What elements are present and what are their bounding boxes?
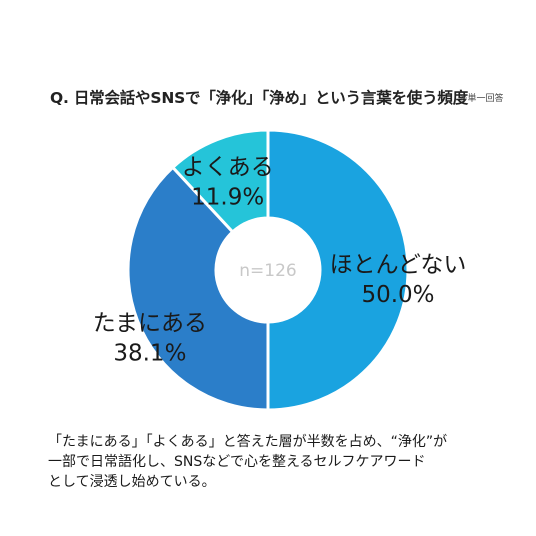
summary-caption: 「たまにある」「よくある」と答えた層が半数を占め、“浄化”が 一部で日常語化し、…: [48, 432, 508, 492]
caption-line: 「たまにある」「よくある」と答えた層が半数を占め、“浄化”が: [48, 434, 448, 450]
slice-2: [170, 128, 270, 234]
slice-0: [266, 128, 410, 412]
slice-value-1: 38.1%: [113, 341, 186, 367]
caption-line: として浸透し始めている。: [48, 474, 216, 490]
donut-slices: [126, 128, 410, 412]
answer-type-note: ※単一回答: [460, 94, 504, 104]
slice-value-2: 11.9%: [191, 185, 264, 211]
sample-size-label: n=126: [239, 261, 296, 281]
slice-label-1: たまにある: [93, 311, 207, 337]
slice-label-2: よくある: [182, 155, 274, 181]
slice-label-0: ほとんどない: [330, 252, 467, 278]
caption-line: 一部で日常語化し、SNSなどで心を整えるセルフケアワード: [48, 454, 426, 470]
chart-title: Q. 日常会話やSNSで「浄化」「浄め」という言葉を使う頻度: [50, 89, 469, 107]
slice-1: [126, 165, 270, 412]
slice-value-0: 50.0%: [361, 282, 434, 308]
slice-labels: ほとんどない 50.0% たまにある 38.1% よくある 11.9%: [93, 155, 467, 367]
